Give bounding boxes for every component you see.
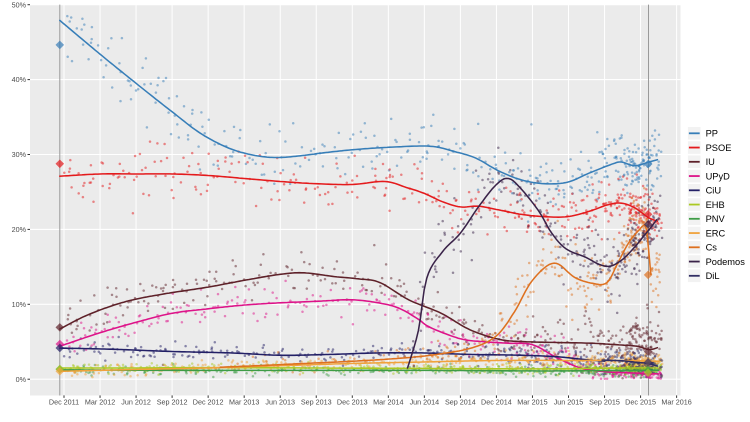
svg-text:IU: IU bbox=[706, 157, 715, 167]
svg-text:10%: 10% bbox=[12, 300, 27, 309]
svg-text:EHB: EHB bbox=[706, 200, 725, 210]
svg-text:Podemos: Podemos bbox=[706, 257, 746, 267]
svg-text:Dec 2011: Dec 2011 bbox=[49, 398, 79, 407]
svg-text:Dec 2012: Dec 2012 bbox=[193, 398, 224, 407]
svg-text:40%: 40% bbox=[12, 75, 27, 84]
svg-text:Sep 2013: Sep 2013 bbox=[301, 398, 332, 407]
svg-text:30%: 30% bbox=[12, 150, 27, 159]
svg-text:0%: 0% bbox=[16, 375, 27, 384]
svg-text:Mar 2013: Mar 2013 bbox=[229, 398, 259, 407]
svg-text:CiU: CiU bbox=[706, 186, 722, 196]
svg-text:Sep 2014: Sep 2014 bbox=[445, 398, 476, 407]
svg-text:PNV: PNV bbox=[706, 214, 726, 224]
svg-text:Mar 2012: Mar 2012 bbox=[85, 398, 115, 407]
svg-text:Dec 2013: Dec 2013 bbox=[337, 398, 368, 407]
svg-text:Jun 2012: Jun 2012 bbox=[121, 398, 151, 407]
svg-text:Dec 2015: Dec 2015 bbox=[625, 398, 656, 407]
svg-text:UPyD: UPyD bbox=[706, 171, 731, 181]
svg-text:Sep 2015: Sep 2015 bbox=[589, 398, 620, 407]
svg-text:50%: 50% bbox=[12, 0, 27, 9]
svg-text:PSOE: PSOE bbox=[706, 143, 732, 153]
svg-text:Mar 2016: Mar 2016 bbox=[661, 398, 691, 407]
svg-text:Jun 2013: Jun 2013 bbox=[265, 398, 295, 407]
svg-text:20%: 20% bbox=[12, 225, 27, 234]
svg-text:Cs: Cs bbox=[706, 243, 718, 253]
svg-text:Jun 2014: Jun 2014 bbox=[410, 398, 440, 407]
svg-text:Mar 2014: Mar 2014 bbox=[373, 398, 403, 407]
svg-text:Jun 2015: Jun 2015 bbox=[554, 398, 584, 407]
svg-text:Sep 2012: Sep 2012 bbox=[157, 398, 188, 407]
svg-text:DiL: DiL bbox=[706, 271, 720, 281]
svg-text:Mar 2015: Mar 2015 bbox=[517, 398, 547, 407]
svg-text:PP: PP bbox=[706, 129, 718, 139]
svg-text:Dec 2014: Dec 2014 bbox=[481, 398, 512, 407]
svg-text:ERC: ERC bbox=[706, 228, 726, 238]
